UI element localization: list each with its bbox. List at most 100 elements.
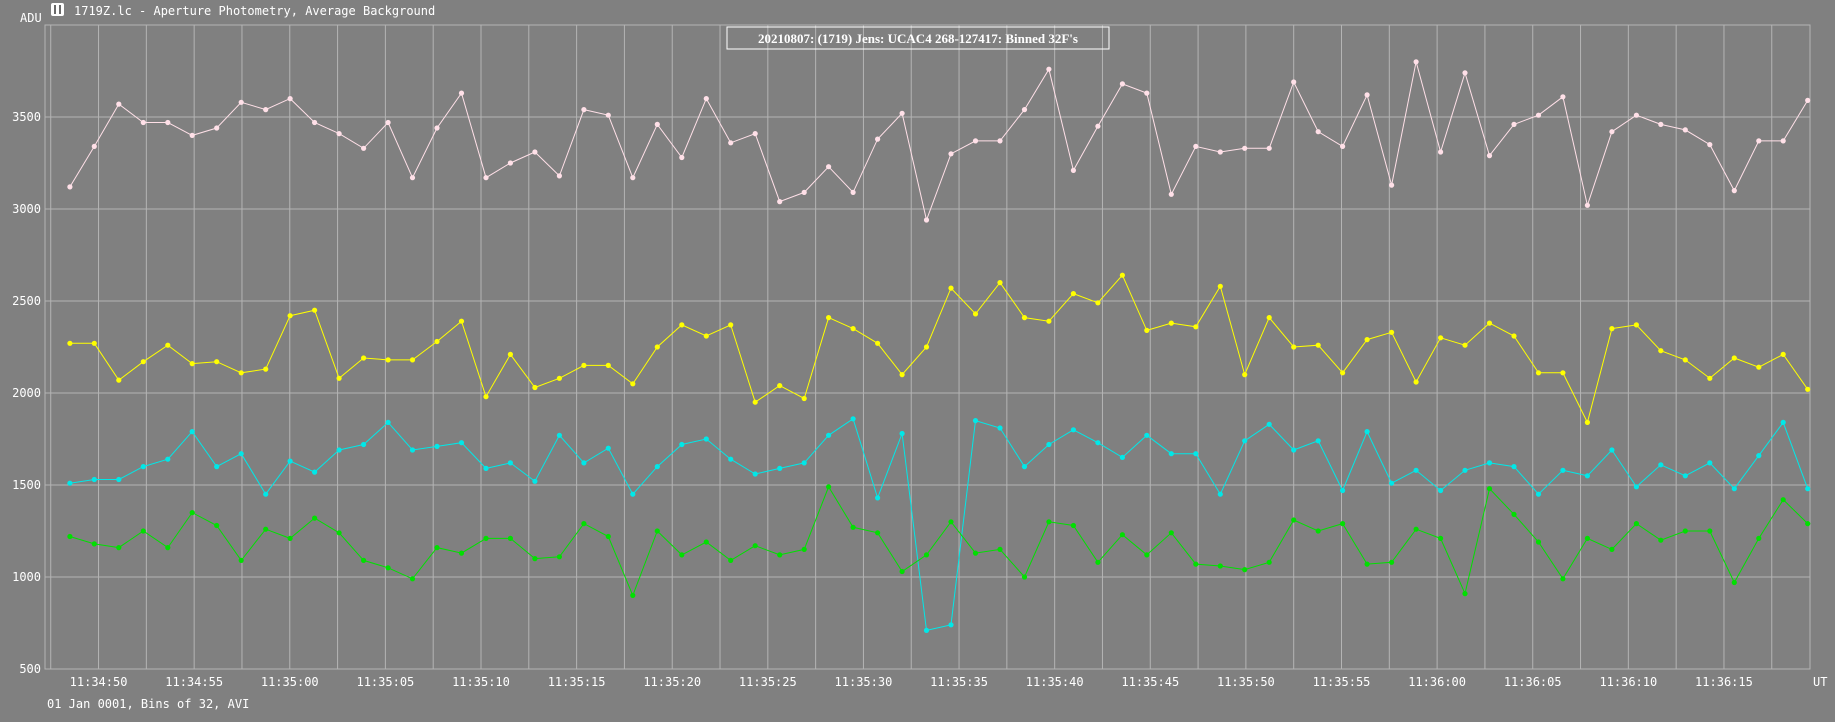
data-point — [605, 533, 611, 540]
data-point — [91, 143, 97, 149]
data-point — [1144, 90, 1150, 96]
data-point — [801, 546, 807, 553]
data-point — [1389, 480, 1395, 486]
data-point — [1413, 59, 1419, 65]
data-point — [1340, 370, 1346, 376]
data-point — [1438, 535, 1444, 542]
data-point — [703, 96, 709, 102]
data-point — [1535, 112, 1542, 118]
data-point — [997, 138, 1003, 144]
data-point — [826, 484, 832, 490]
data-point — [850, 189, 856, 195]
data-point — [165, 545, 171, 551]
data-point — [1242, 438, 1248, 444]
data-point — [1095, 123, 1101, 129]
data-point — [1658, 537, 1664, 543]
data-point — [1486, 153, 1493, 159]
data-point — [1315, 438, 1321, 444]
data-point — [581, 460, 587, 466]
data-point — [1560, 576, 1566, 582]
data-point — [140, 359, 146, 365]
x-tick-label: 11:35:05 — [356, 675, 414, 689]
data-point — [1438, 335, 1444, 341]
data-point — [1021, 464, 1028, 470]
data-point — [91, 340, 97, 346]
data-point — [1389, 329, 1395, 335]
data-point — [1707, 142, 1713, 148]
data-point — [1315, 342, 1321, 348]
data-point — [1707, 528, 1713, 534]
lightcurve-app-icon[interactable] — [51, 3, 64, 16]
data-point — [1756, 138, 1762, 144]
data-point — [972, 138, 979, 144]
data-point — [1315, 528, 1321, 534]
data-point — [1144, 552, 1150, 558]
data-point — [1682, 357, 1688, 363]
data-point — [1584, 202, 1590, 208]
data-point — [899, 568, 905, 575]
data-point — [556, 375, 563, 381]
data-point — [850, 326, 856, 332]
data-point — [1584, 419, 1590, 425]
data-point — [1633, 322, 1639, 328]
data-point — [1609, 129, 1615, 135]
data-point — [1266, 145, 1272, 151]
data-point — [91, 476, 97, 483]
data-point — [728, 140, 734, 146]
data-point — [1095, 559, 1101, 565]
data-point — [287, 96, 293, 102]
data-point — [1584, 535, 1590, 542]
data-point — [1217, 149, 1223, 155]
data-point — [1633, 112, 1639, 118]
data-point — [458, 318, 465, 324]
data-point — [1144, 327, 1150, 333]
data-point — [1535, 370, 1542, 376]
data-point — [630, 175, 636, 181]
data-point — [556, 432, 563, 438]
data-point — [336, 131, 342, 137]
data-point — [507, 460, 513, 466]
data-point — [312, 515, 318, 521]
data-point — [1095, 440, 1101, 446]
data-point — [1217, 283, 1223, 289]
data-point — [336, 447, 342, 453]
data-point — [1021, 315, 1028, 321]
data-point — [214, 464, 220, 470]
data-point — [1780, 419, 1786, 425]
data-point — [1486, 320, 1493, 326]
data-point — [532, 149, 538, 155]
data-point — [409, 175, 416, 181]
data-point — [826, 315, 832, 321]
data-point — [1070, 167, 1076, 173]
data-point — [556, 173, 563, 179]
y-axis-label: ADU — [20, 11, 42, 25]
x-tick-label: 11:36:00 — [1408, 675, 1466, 689]
data-point — [1731, 355, 1737, 361]
data-point — [140, 464, 146, 470]
x-tick-label: 11:35:35 — [930, 675, 988, 689]
data-point — [1046, 66, 1052, 72]
data-point — [679, 322, 685, 328]
data-point — [1070, 427, 1076, 433]
data-point — [654, 464, 660, 470]
data-point — [1364, 92, 1370, 98]
data-point — [67, 340, 73, 346]
data-point — [1486, 460, 1493, 466]
data-point — [1389, 559, 1395, 565]
data-point — [899, 430, 905, 437]
data-point — [434, 443, 440, 449]
data-point — [923, 344, 930, 350]
data-point — [801, 460, 807, 466]
data-point — [1780, 351, 1786, 357]
data-point — [1609, 546, 1615, 553]
data-point — [507, 160, 513, 166]
data-point — [434, 125, 440, 131]
data-point — [385, 419, 391, 425]
data-point — [899, 110, 905, 116]
data-point — [483, 465, 489, 471]
data-point — [189, 361, 195, 367]
data-point — [1780, 497, 1786, 503]
data-point — [605, 112, 611, 118]
data-point — [409, 357, 416, 363]
